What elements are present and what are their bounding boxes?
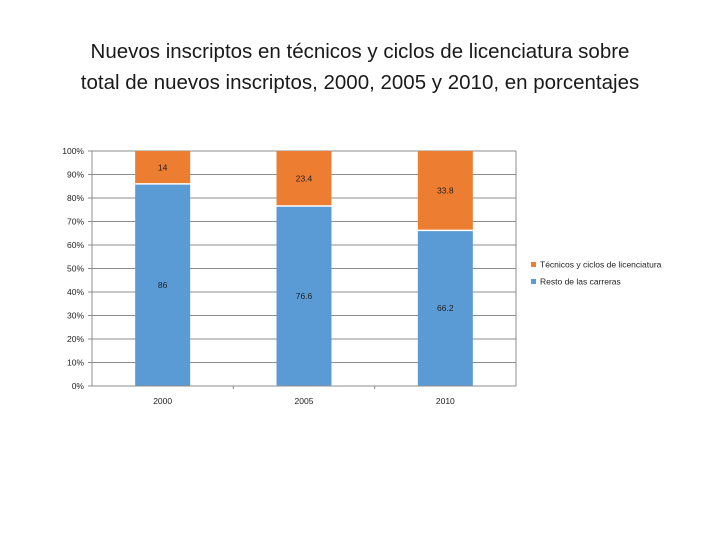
y-tick-label: 100%: [62, 146, 84, 156]
y-tick-label: 30%: [67, 311, 84, 321]
bars: [135, 151, 473, 386]
data-label-2000-series-1: 14: [158, 162, 168, 172]
legend-swatch: [531, 279, 536, 284]
y-tick-label: 90%: [67, 170, 84, 180]
data-label-2005-series-1: 23.4: [296, 173, 313, 183]
bar-2010-series-0: [417, 230, 473, 386]
x-tick-label: 2010: [436, 396, 455, 406]
chart-title-line-2: total de nuevos inscriptos, 2000, 2005 y…: [80, 71, 640, 94]
y-tick-label: 80%: [67, 193, 84, 203]
legend: Técnicos y ciclos de licenciatura Resto d…: [531, 260, 662, 287]
chart-title-line-1: Nuevos inscriptos en técnicos y ciclos d…: [90, 40, 630, 63]
y-tick-label: 70%: [67, 217, 84, 227]
legend-label: Resto de las carreras: [540, 277, 621, 287]
data-label-2010-series-0: 66.2: [437, 303, 454, 313]
data-label-2010-series-1: 33.8: [437, 186, 454, 196]
y-tick-label: 20%: [67, 334, 84, 344]
axes: [88, 150, 517, 389]
y-tick-label: 10%: [67, 358, 84, 368]
x-tick-label: 2000: [153, 396, 172, 406]
labels: 0% 10% 20% 30% 40% 50% 60% 70% 80% 90% 100% 86 14 200…: [62, 146, 455, 406]
legend-label: Técnicos y ciclos de licenciatura: [540, 260, 662, 270]
data-label-2000-series-0: 86: [158, 280, 168, 290]
bar-2005-series-0: [276, 205, 332, 386]
data-label-2005-series-0: 76.6: [296, 291, 313, 301]
bar-2000-series-0: [135, 183, 191, 386]
y-tick-label: 60%: [67, 240, 84, 250]
x-tick-label: 2005: [295, 396, 314, 406]
y-tick-label: 40%: [67, 287, 84, 297]
bar-2000-series-1: [135, 151, 191, 184]
bar-2010-series-1: [417, 151, 473, 231]
chart-title: Nuevos inscriptos en técnicos y ciclos d…: [0, 36, 720, 98]
y-tick-label: 50%: [67, 264, 84, 274]
legend-swatch: [531, 262, 536, 267]
bar-2005-series-1: [276, 151, 332, 206]
y-tick-label: 0%: [72, 381, 85, 391]
